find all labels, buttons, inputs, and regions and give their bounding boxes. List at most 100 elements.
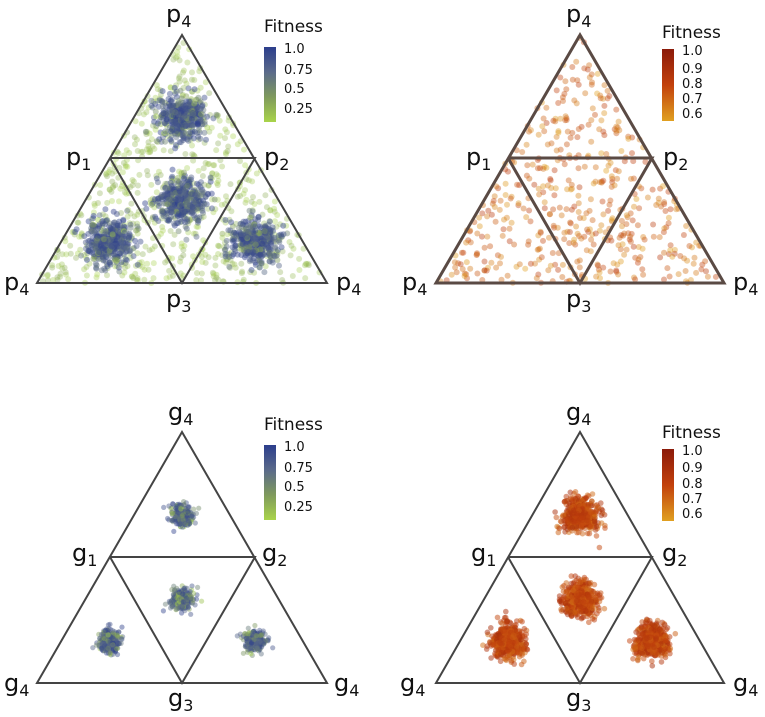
- sample-point: [194, 87, 201, 94]
- sample-point: [157, 121, 164, 128]
- sample-point: [189, 190, 196, 197]
- sample-point: [168, 139, 175, 145]
- sample-point: [259, 240, 266, 247]
- sample-point: [607, 159, 614, 166]
- sample-point: [179, 122, 186, 129]
- vertex-letter: p: [166, 285, 181, 313]
- sample-point: [154, 86, 161, 93]
- sample-point: [190, 152, 197, 159]
- sample-point: [626, 236, 633, 243]
- sample-point: [180, 137, 187, 144]
- sample-point: [575, 614, 581, 621]
- sample-point: [171, 220, 177, 227]
- sample-point: [180, 113, 187, 120]
- sample-point: [169, 130, 176, 137]
- sample-point: [189, 110, 196, 117]
- sample-point: [574, 597, 580, 604]
- sample-point: [603, 167, 610, 174]
- sample-point: [547, 262, 554, 269]
- sample-point: [178, 105, 185, 112]
- sample-point: [78, 212, 85, 219]
- sample-point: [242, 199, 249, 206]
- sample-point: [554, 224, 561, 231]
- sample-point: [106, 186, 113, 193]
- sample-point: [189, 191, 196, 198]
- sample-point: [211, 196, 218, 203]
- sample-point: [173, 143, 180, 150]
- vertex-letter: g: [262, 539, 277, 567]
- sample-point: [198, 179, 204, 186]
- sample-point: [667, 206, 674, 213]
- sample-point: [104, 272, 110, 279]
- sample-point: [121, 189, 128, 196]
- sample-point: [682, 268, 689, 274]
- sample-point: [170, 102, 177, 109]
- sample-point: [190, 110, 197, 117]
- sample-point: [535, 246, 542, 253]
- panel-bottom-left: g4 g1 g2 g4 g3 g4 Fitness 1.0 0.75 0.5 0…: [4, 398, 359, 715]
- sample-point: [504, 618, 511, 624]
- sample-point: [196, 68, 203, 75]
- sample-point: [206, 90, 213, 97]
- sample-point: [649, 186, 656, 193]
- sample-point: [481, 244, 488, 251]
- sample-point: [175, 124, 182, 131]
- sample-point: [190, 112, 197, 119]
- sample-point: [132, 237, 139, 244]
- sample-point: [598, 520, 605, 526]
- sample-point: [195, 136, 202, 143]
- sample-point: [180, 133, 187, 140]
- sample-point: [186, 102, 192, 108]
- sample-point: [112, 182, 119, 189]
- sample-point: [175, 44, 182, 51]
- sample-point: [560, 512, 566, 518]
- sample-point: [103, 241, 110, 248]
- sample-point: [463, 239, 470, 246]
- sample-point: [115, 264, 122, 271]
- sample-point: [279, 277, 286, 283]
- sample-point: [271, 218, 278, 225]
- sample-point: [567, 489, 574, 496]
- sample-point: [273, 223, 280, 230]
- sample-point: [175, 116, 182, 123]
- sample-point: [248, 198, 255, 205]
- sample-point: [226, 253, 233, 260]
- sample-point: [507, 195, 514, 202]
- sample-point: [625, 135, 632, 142]
- sample-point: [187, 105, 194, 112]
- sample-point: [163, 193, 170, 200]
- vertex-letter: p: [566, 0, 581, 28]
- vertex-sub: 4: [19, 681, 29, 700]
- sample-point: [540, 115, 547, 122]
- sample-point: [174, 113, 180, 120]
- sample-point: [49, 262, 56, 269]
- sample-point: [89, 222, 96, 229]
- sample-point: [188, 96, 195, 103]
- sample-point: [115, 150, 122, 157]
- sample-point: [138, 148, 145, 155]
- sample-point: [523, 214, 530, 221]
- sample-point: [84, 242, 90, 249]
- sample-point: [188, 88, 195, 95]
- sample-point: [266, 218, 273, 225]
- sample-point: [547, 177, 554, 184]
- sample-point: [162, 131, 169, 138]
- sample-point: [199, 191, 206, 198]
- sample-point: [214, 112, 221, 119]
- sample-point: [555, 529, 562, 536]
- sample-point: [180, 252, 187, 259]
- sample-point: [132, 141, 138, 148]
- vertex-sub: 4: [581, 12, 591, 31]
- sample-point: [596, 544, 603, 551]
- sample-point: [580, 605, 586, 611]
- sample-point: [162, 185, 169, 192]
- sample-point: [575, 126, 582, 132]
- sample-point: [119, 183, 125, 190]
- sample-point: [172, 200, 179, 207]
- sample-point: [237, 231, 244, 238]
- sample-point: [94, 271, 101, 278]
- sample-point: [229, 260, 236, 267]
- sample-point: [201, 118, 208, 125]
- sample-point: [204, 190, 211, 197]
- sample-point: [190, 106, 197, 113]
